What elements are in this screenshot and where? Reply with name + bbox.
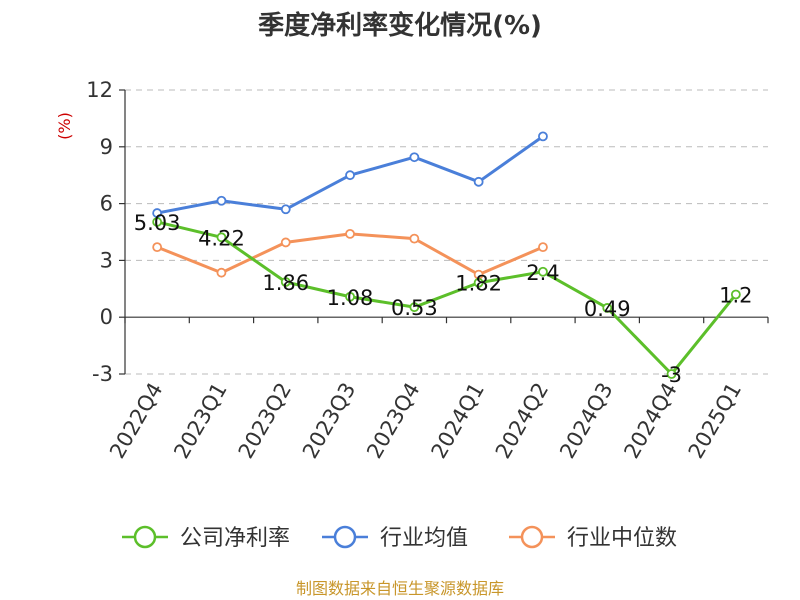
data-point [280, 237, 291, 248]
data-point [473, 176, 484, 187]
x-tick-label: 2025Q1 [684, 379, 746, 463]
legend-item-0[interactable]: 公司净利率 [122, 525, 290, 551]
y-tick-label: 12 [86, 78, 113, 102]
legend-label: 公司净利率 [180, 526, 290, 551]
y-tick-label: 6 [100, 192, 113, 216]
y-tick-label: 3 [100, 248, 113, 272]
data-point [409, 152, 420, 163]
legend-label: 行业均值 [380, 526, 468, 551]
legend-marker [133, 525, 157, 549]
data-label: -3 [661, 363, 682, 387]
data-label: 1.82 [455, 272, 502, 296]
x-tick-label: 2023Q4 [362, 379, 424, 463]
x-tick-label: 2024Q2 [491, 379, 553, 463]
legend-item-2[interactable]: 行业中位数 [509, 525, 677, 551]
legend-marker [333, 525, 357, 549]
gridlines [125, 89, 768, 375]
data-label: 1.2 [719, 283, 752, 307]
x-tick-label: 2022Q4 [105, 379, 167, 463]
data-point [345, 170, 355, 181]
chart-title: 季度净利率变化情况(%) [258, 10, 542, 41]
data-point [538, 266, 548, 277]
data-label: 4.22 [198, 226, 245, 250]
data-point [216, 267, 227, 278]
data-point [538, 131, 548, 142]
y-tick-label: 0 [100, 305, 113, 329]
data-point [409, 302, 420, 313]
legend-label: 行业中位数 [567, 526, 677, 551]
data-point [730, 289, 741, 300]
x-tick-label: 2023Q1 [169, 379, 231, 463]
y-axis-unit: (%) [55, 112, 74, 140]
data-point [473, 277, 484, 288]
data-point [152, 217, 163, 227]
x-tick-label: 2023Q2 [234, 379, 296, 463]
data-point [280, 277, 291, 287]
x-tick-label: 2024Q3 [555, 379, 617, 463]
data-label: 0.49 [584, 297, 631, 321]
data-label: 1.86 [262, 271, 309, 295]
data-label: 5.03 [134, 211, 181, 235]
source-note: 制图数据来自恒生聚源数据库 [296, 579, 504, 598]
data-point [152, 242, 163, 253]
legend-item-1[interactable]: 行业均值 [322, 525, 468, 551]
x-tick-label: 2023Q3 [298, 379, 360, 463]
data-point [345, 291, 355, 302]
data-label: 0.53 [391, 296, 438, 320]
series-line-0 [156, 220, 738, 376]
data-point [216, 232, 227, 243]
legend[interactable]: 公司净利率 行业均值 行业中位数 [122, 525, 677, 551]
x-tick-label: 2024Q4 [619, 379, 681, 463]
series-lines [152, 131, 741, 379]
x-tick-label: 2024Q1 [427, 379, 489, 463]
data-point [216, 195, 227, 206]
data-point [345, 228, 355, 239]
data-point [280, 204, 291, 215]
data-label: 2.4 [526, 261, 559, 285]
legend-marker [520, 525, 544, 549]
data-labels: 5.03 4.22 1.86 1.08 0.53 1.82 2.4 0.49 -3 1.2 [134, 211, 753, 387]
data-point [538, 242, 548, 253]
y-tick-label: 9 [100, 135, 113, 159]
data-point [666, 369, 677, 379]
data-point [602, 303, 613, 313]
data-point [409, 233, 420, 244]
data-label: 1.08 [327, 286, 374, 310]
y-tick-label: -3 [92, 362, 113, 386]
